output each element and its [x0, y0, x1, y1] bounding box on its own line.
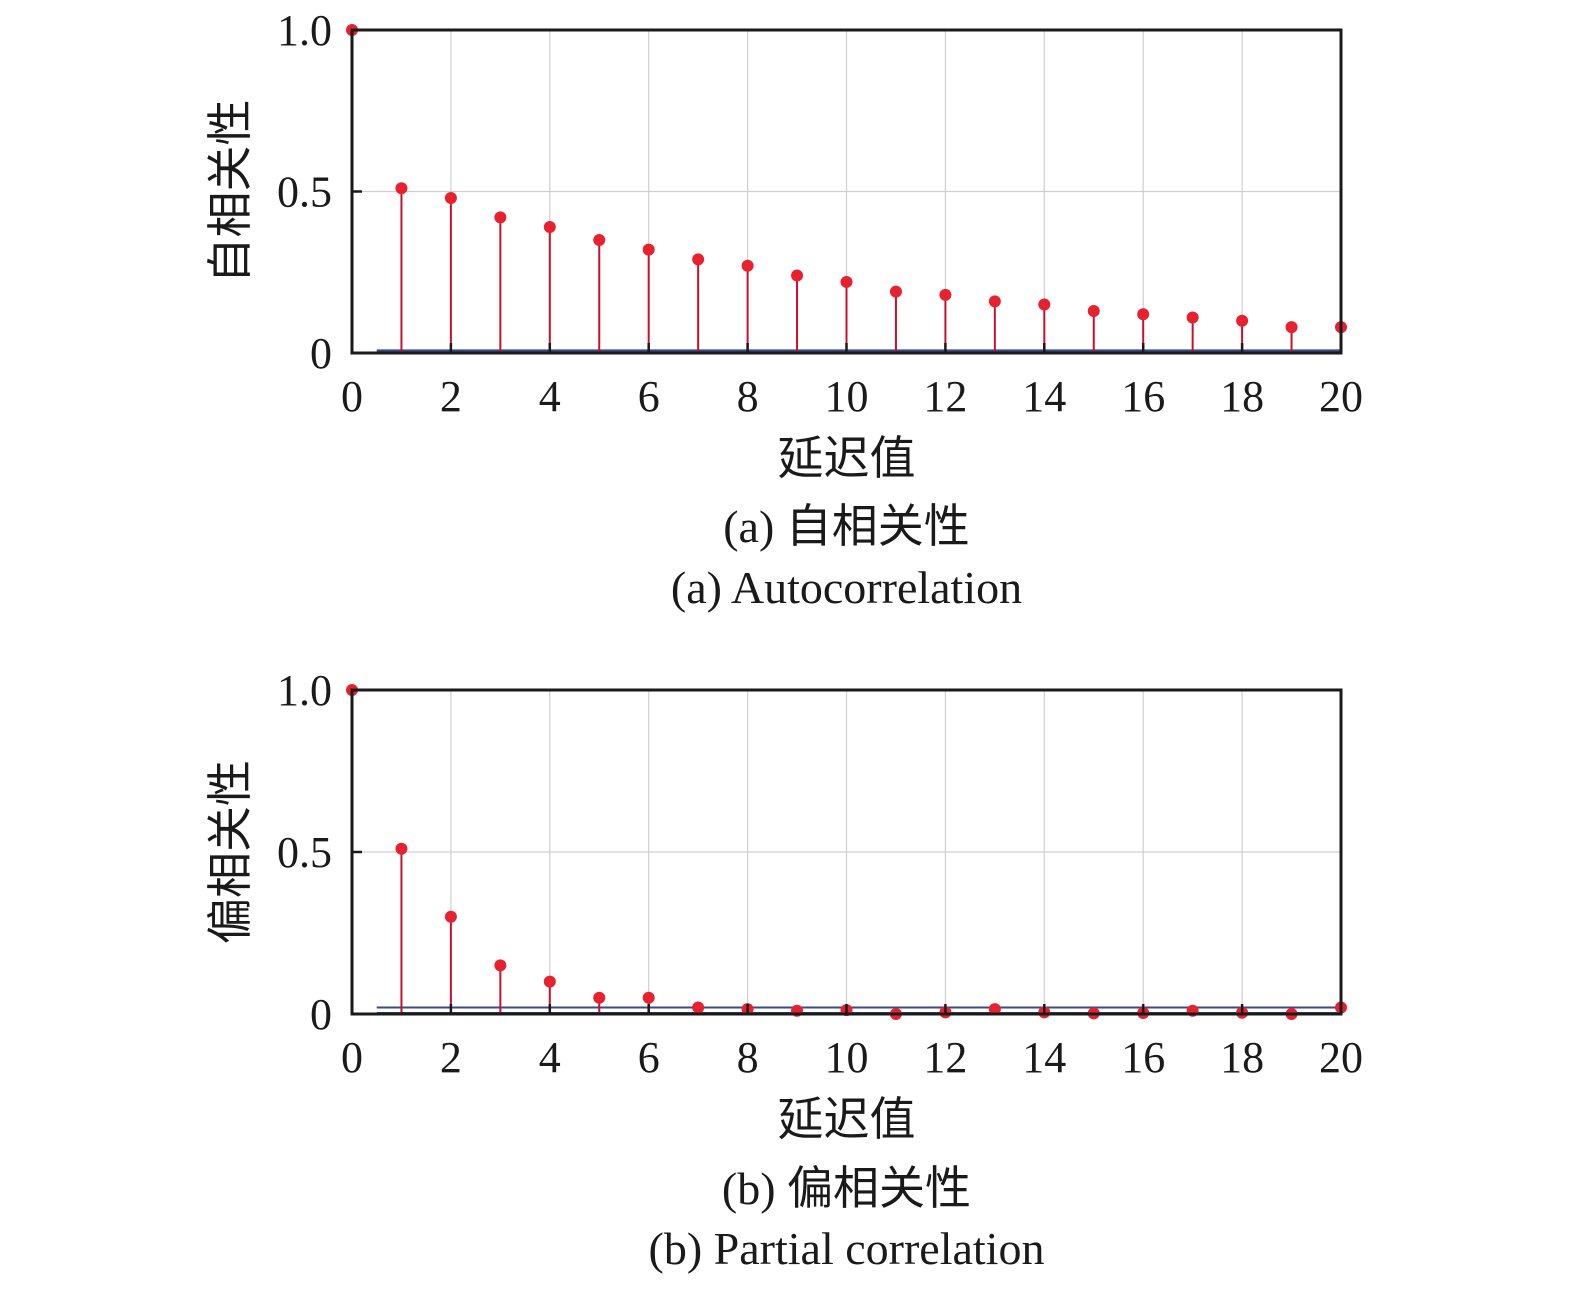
x-tick-label: 0	[341, 372, 363, 421]
stem-marker	[1038, 298, 1051, 311]
stem-marker	[593, 233, 606, 246]
stem-marker	[642, 991, 655, 1004]
stem-marker	[1087, 305, 1100, 318]
chart-autocorrelation: 0 2 4 6 8 10 12 14 16 18 20 0 0.5 1.0 延迟值 自相关性 (a) 自…	[205, 6, 1363, 613]
x-tick-label: 8	[737, 372, 759, 421]
stem-marker	[988, 1003, 1001, 1016]
stem-marker	[1186, 311, 1199, 324]
stem-marker	[840, 275, 853, 288]
y-tick-label: 1.0	[277, 666, 332, 715]
x-tick-label: 14	[1022, 372, 1066, 421]
x-tick-label: 12	[923, 372, 967, 421]
x-tick-label: 2	[440, 1033, 462, 1082]
x-tick-label: 20	[1319, 372, 1363, 421]
stem-marker	[642, 243, 655, 256]
stem-marker	[494, 211, 507, 224]
x-tick-label: 6	[638, 372, 660, 421]
x-tick-label: 12	[923, 1033, 967, 1082]
caption-chinese: (b) 偏相关性	[722, 1163, 971, 1214]
x-tick-label: 4	[539, 1033, 561, 1082]
caption-chinese: (a) 自相关性	[723, 501, 970, 552]
y-tick-labels: 0 0.5 1.0	[277, 6, 362, 378]
x-tick-labels: 0 2 4 6 8 10 12 14 16 18 20	[341, 343, 1363, 421]
y-tick-label: 1.0	[277, 6, 332, 55]
stem-marker	[1236, 314, 1249, 327]
x-tick-label: 0	[341, 1033, 363, 1082]
stem-marker	[543, 975, 556, 988]
stem-marker	[692, 1001, 705, 1014]
stem-marker	[444, 191, 457, 204]
stem-marker	[791, 269, 804, 282]
caption-english: (b) Partial correlation	[649, 1223, 1045, 1274]
stem-marker	[444, 910, 457, 923]
y-tick-label: 0.5	[277, 168, 332, 217]
y-axis-title: 偏相关性	[205, 760, 256, 944]
y-tick-labels: 0 0.5 1.0	[277, 666, 362, 1039]
x-tick-label: 10	[825, 1033, 869, 1082]
x-tick-labels: 0 2 4 6 8 10 12 14 16 18 20	[341, 1004, 1363, 1082]
x-axis-title: 延迟值	[778, 433, 916, 484]
stem-marker	[1285, 321, 1298, 334]
stem-marker	[692, 253, 705, 266]
stem-marker	[1137, 308, 1150, 321]
x-tick-label: 16	[1121, 372, 1165, 421]
x-tick-label: 4	[539, 372, 561, 421]
x-tick-label: 8	[737, 1033, 759, 1082]
stem-marker	[593, 991, 606, 1004]
x-tick-label: 14	[1022, 1033, 1066, 1082]
y-tick-label: 0	[310, 990, 332, 1039]
chart-partial-correlation: 0 2 4 6 8 10 12 14 16 18 20 0 0.5 1.0 延迟值 偏相关性 (b) 偏…	[205, 666, 1363, 1274]
y-tick-label: 0.5	[277, 828, 332, 877]
y-tick-label: 0	[310, 329, 332, 378]
x-axis-title: 延迟值	[778, 1094, 916, 1145]
caption-english: (a) Autocorrelation	[671, 562, 1022, 613]
stem-marker	[939, 288, 952, 301]
stem-marker	[889, 285, 902, 298]
x-tick-label: 2	[440, 372, 462, 421]
stem-marker	[395, 182, 408, 195]
x-tick-label: 20	[1319, 1033, 1363, 1082]
stem-marker	[543, 221, 556, 234]
x-tick-label: 16	[1121, 1033, 1165, 1082]
stem-marker	[494, 959, 507, 972]
stem-marker	[395, 842, 408, 855]
x-tick-label: 18	[1220, 1033, 1264, 1082]
x-tick-label: 18	[1220, 372, 1264, 421]
grid-lines	[352, 30, 1341, 353]
y-axis-title: 自相关性	[205, 100, 256, 284]
x-tick-label: 10	[825, 372, 869, 421]
stem-marker	[988, 295, 1001, 308]
stem-marker	[741, 259, 754, 272]
x-tick-label: 6	[638, 1033, 660, 1082]
